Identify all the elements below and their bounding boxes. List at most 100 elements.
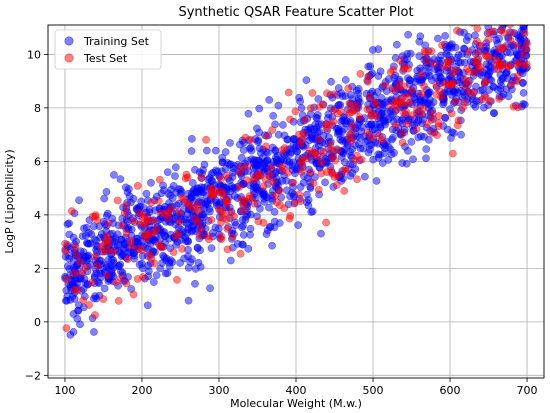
data-point: [218, 214, 227, 222]
data-point: [337, 153, 346, 161]
data-point: [262, 142, 270, 151]
data-point: [506, 25, 515, 29]
data-point: [85, 301, 93, 309]
data-point: [149, 217, 158, 225]
data-point: [92, 236, 100, 245]
data-point: [464, 47, 473, 56]
data-point: [91, 311, 99, 319]
data-point: [99, 247, 107, 256]
data-point: [317, 229, 325, 238]
data-point: [178, 245, 186, 253]
data-point: [62, 286, 71, 295]
data-point: [406, 76, 414, 85]
data-point: [249, 186, 258, 195]
data-point: [412, 125, 421, 134]
data-point: [523, 39, 531, 48]
data-point: [289, 178, 297, 187]
data-point: [138, 264, 147, 273]
data-point: [306, 104, 315, 113]
data-point: [171, 163, 180, 172]
data-point: [191, 279, 199, 288]
data-point: [372, 112, 381, 120]
data-point: [193, 244, 202, 252]
data-point: [282, 176, 291, 185]
data-point: [142, 189, 151, 198]
data-point: [399, 99, 407, 108]
data-point: [454, 51, 463, 59]
data-point: [297, 167, 306, 176]
data-point: [361, 172, 369, 181]
data-point: [393, 40, 401, 49]
data-point: [488, 27, 496, 36]
data-point: [173, 276, 181, 284]
data-point: [403, 92, 412, 101]
data-point: [348, 145, 357, 154]
data-point: [183, 173, 192, 182]
data-point: [364, 77, 372, 86]
data-point: [233, 239, 242, 248]
data-point: [388, 86, 397, 94]
data-point: [294, 221, 302, 229]
data-point: [200, 160, 209, 169]
data-point: [69, 328, 78, 336]
data-point: [265, 222, 274, 231]
data-point: [286, 212, 295, 220]
data-point: [165, 234, 173, 243]
data-point: [77, 268, 86, 277]
data-point: [341, 165, 350, 173]
data-point: [265, 171, 274, 179]
data-point: [490, 109, 498, 117]
data-point: [158, 243, 166, 252]
data-point: [103, 209, 112, 218]
data-point: [65, 254, 73, 263]
data-point: [508, 28, 516, 37]
data-point: [286, 115, 294, 124]
data-point: [396, 56, 405, 65]
data-point: [322, 218, 330, 227]
data-point: [221, 148, 230, 156]
data-point: [500, 43, 508, 52]
y-axis-ticks: −2 0 2 4 6 8 10: [25, 48, 48, 382]
y-tick-label: 10: [27, 48, 41, 61]
data-point: [176, 259, 184, 267]
data-point: [355, 113, 364, 122]
data-point: [333, 146, 342, 155]
data-point: [506, 48, 514, 57]
data-point: [346, 172, 355, 180]
data-point: [513, 72, 522, 80]
x-axis-title: Molecular Weight (M.w.): [230, 397, 362, 410]
data-point: [133, 182, 142, 190]
data-point: [100, 194, 109, 203]
data-point: [443, 46, 451, 54]
data-point: [405, 99, 414, 108]
data-point: [407, 86, 416, 94]
data-point: [217, 232, 226, 241]
data-point: [297, 104, 306, 112]
data-point: [308, 89, 317, 97]
data-point: [314, 95, 323, 103]
y-tick-label: 8: [34, 102, 41, 115]
data-point: [275, 186, 284, 195]
data-point: [416, 32, 425, 41]
data-point: [91, 212, 100, 221]
data-point: [102, 271, 111, 280]
data-point: [194, 258, 203, 267]
data-point: [403, 120, 411, 128]
data-point: [497, 26, 506, 35]
data-point: [193, 218, 202, 227]
data-point: [206, 284, 214, 293]
data-point: [110, 171, 118, 179]
data-point: [340, 187, 349, 195]
data-point: [259, 218, 268, 227]
data-point: [237, 153, 246, 162]
data-point: [256, 204, 264, 213]
data-point: [473, 37, 481, 46]
data-point: [195, 231, 204, 240]
data-point: [319, 148, 328, 156]
data-point: [88, 278, 96, 287]
data-point: [367, 133, 376, 142]
data-point: [447, 40, 456, 49]
data-point: [313, 114, 321, 123]
data-point: [236, 249, 245, 258]
